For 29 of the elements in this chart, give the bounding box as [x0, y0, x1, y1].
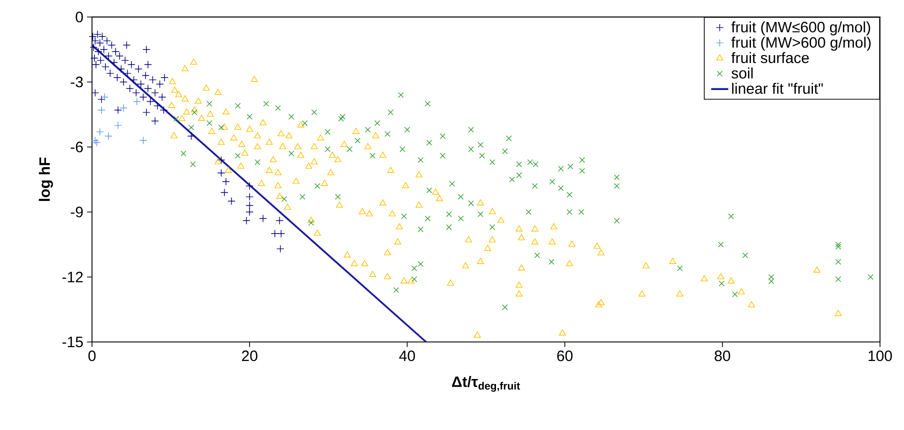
point: [132, 98, 141, 106]
x-axis-title: Δt/τ$_{deg,fruit}$: [452, 376, 520, 392]
point: [96, 128, 104, 136]
point: [114, 121, 122, 130]
legend-label: fruit (MW>600 g/mol): [731, 36, 871, 51]
legend-label: soil: [732, 68, 753, 79]
point: [98, 106, 106, 114]
point: [91, 136, 100, 144]
x-tick-label: 100: [868, 350, 892, 362]
y-tick-label: -15: [62, 336, 83, 348]
y-tick-label: -6: [70, 142, 83, 152]
y-tick-label: 0: [76, 12, 83, 22]
point: [120, 104, 128, 112]
legend-label: linear fit "fruit": [732, 82, 823, 94]
point: [104, 132, 113, 140]
y-axis-title: log hF: [38, 158, 53, 201]
y-tick-label: -9: [70, 206, 83, 218]
x-tick-label: 80: [714, 350, 730, 362]
x-tick-label: 0: [88, 350, 96, 362]
point: [139, 136, 148, 144]
legend-label: fruit surface: [731, 52, 809, 64]
point: [100, 93, 109, 102]
x-tick-label: 40: [399, 350, 415, 362]
y-tick-label: -12: [62, 272, 83, 282]
legend-label: fruit (MW≤600 g/mol): [731, 21, 870, 36]
y-tick-label: -3: [70, 76, 83, 88]
point: [92, 138, 101, 147]
x-tick-label: 60: [557, 350, 573, 362]
x-tick-label: 20: [242, 350, 258, 362]
